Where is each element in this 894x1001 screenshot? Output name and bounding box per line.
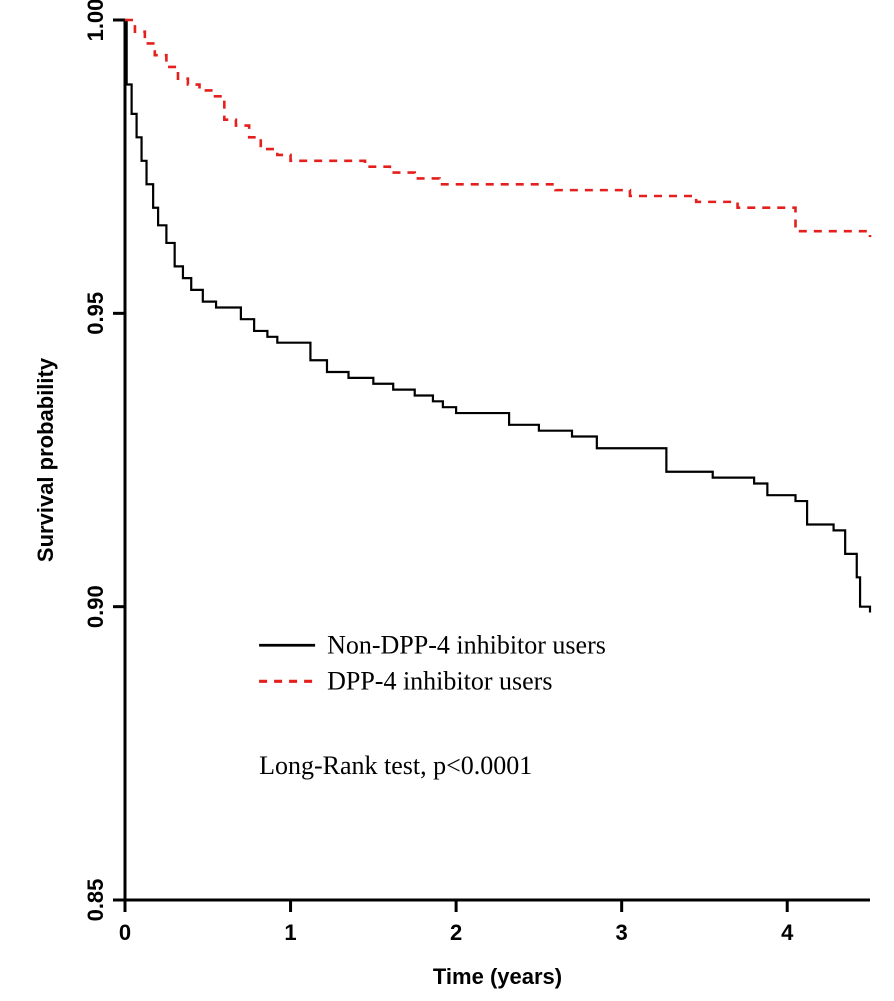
y-tick-label: 0.95	[83, 292, 108, 335]
chart-svg: 0 1 2 3 4 0.85 0.90 0.95 1.00 Time (years) Surviva…	[0, 0, 894, 1001]
y-tick-label: 0.90	[83, 585, 108, 628]
y-axis-label: Survival probability	[33, 357, 58, 562]
x-axis-label: Time (years)	[433, 964, 562, 989]
series-dpp4	[125, 20, 870, 237]
x-tick-label: 1	[284, 920, 296, 945]
x-tick-label: 3	[616, 920, 628, 945]
legend-stat-text: Long-Rank test, p<0.0001	[259, 751, 532, 780]
km-survival-chart: 0 1 2 3 4 0.85 0.90 0.95 1.00 Time (years) Surviva…	[0, 0, 894, 1001]
x-tick-label: 4	[781, 920, 794, 945]
y-tick-label: 0.85	[83, 879, 108, 922]
legend-label-non_dpp4: Non-DPP-4 inhibitor users	[327, 631, 606, 660]
y-tick-label: 1.00	[83, 0, 108, 41]
x-tick-label: 2	[450, 920, 462, 945]
x-tick-label: 0	[119, 920, 131, 945]
series-non_dpp4	[125, 20, 870, 613]
legend-label-dpp4: DPP-4 inhibitor users	[327, 667, 552, 696]
